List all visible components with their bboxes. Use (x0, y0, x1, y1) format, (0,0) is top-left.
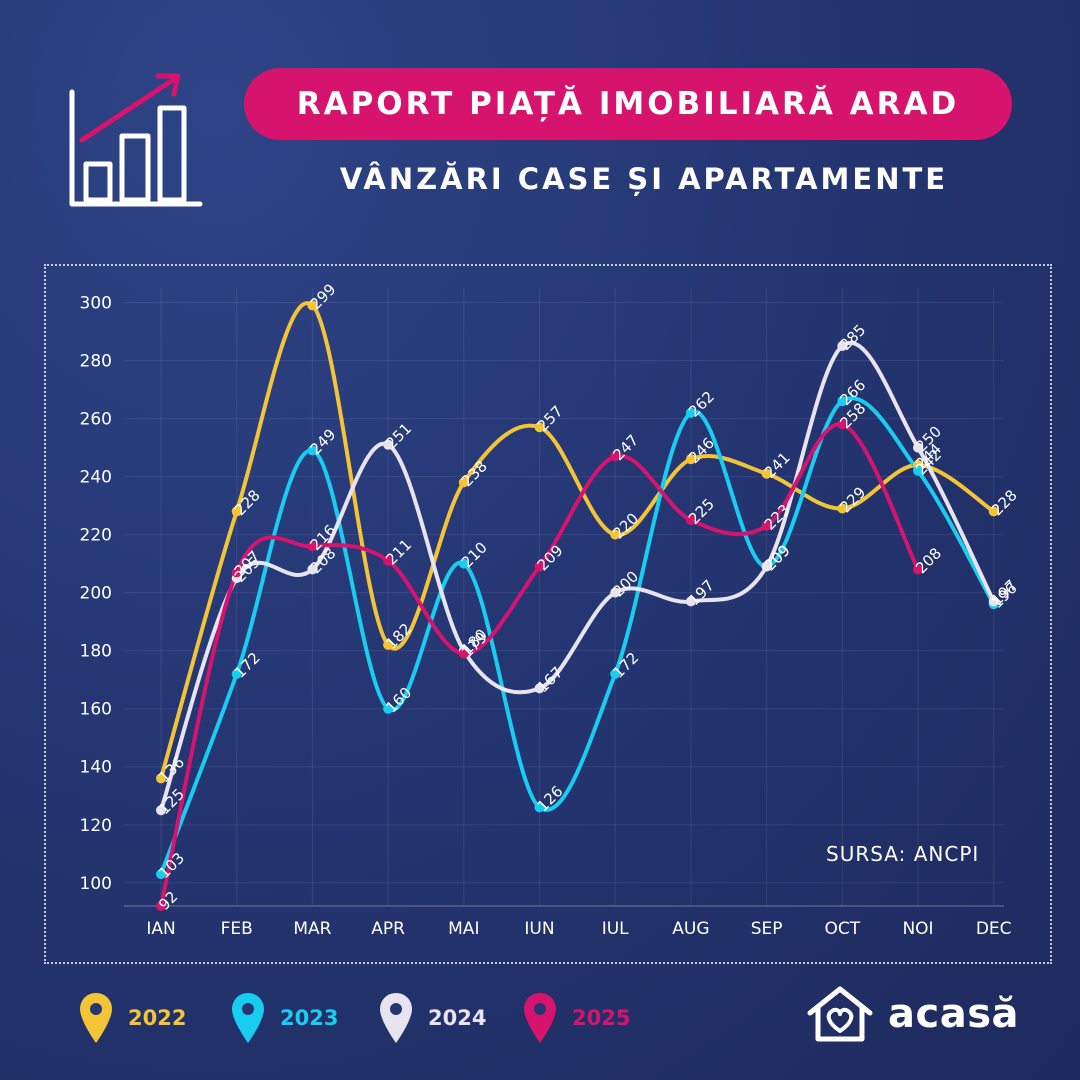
data-point-2025 (383, 555, 394, 566)
data-point-2024 (913, 442, 923, 453)
data-point-2024 (156, 805, 166, 816)
data-point-2023 (458, 558, 469, 569)
data-point-2025 (610, 451, 621, 462)
map-pin-icon (524, 993, 556, 1043)
data-point-2023 (534, 802, 545, 813)
data-point-2025 (307, 541, 318, 552)
data-point-2025 (913, 564, 923, 575)
data-point-2023 (685, 407, 696, 418)
x-tick-label: AUG (672, 919, 709, 939)
legend-item-2022: 2022 (78, 990, 186, 1046)
y-tick-label: 100 (80, 874, 112, 894)
series-line-2025 (159, 422, 920, 908)
data-point-2025 (156, 901, 166, 911)
data-point-2024 (761, 561, 772, 572)
y-tick-label: 200 (80, 584, 112, 604)
page-title: RAPORT PIAȚĂ IMOBILIARĂ ARAD (244, 68, 1012, 140)
page-subtitle: VÂNZĂRI CASE ȘI APARTAMENTE (339, 162, 949, 196)
legend-item-2023: 2023 (230, 990, 338, 1046)
data-point-2022 (156, 773, 166, 784)
data-point-2025 (534, 561, 545, 572)
data-point-2024 (383, 439, 394, 450)
x-tick-label: DEC (976, 919, 1012, 939)
y-tick-label: 220 (80, 526, 112, 546)
x-tick-label: MAR (293, 919, 331, 939)
data-point-2025 (685, 515, 696, 526)
data-point-2022 (534, 422, 545, 433)
data-point-2023 (383, 703, 394, 714)
data-point-2023 (913, 465, 923, 476)
data-point-2023 (231, 668, 242, 679)
y-tick-label: 120 (80, 816, 112, 836)
brand-name: acasă (888, 991, 1019, 1037)
legend-label: 2023 (280, 1006, 339, 1030)
data-point-2022 (685, 454, 696, 465)
data-point-2022 (307, 300, 318, 311)
x-tick-label: MAI (448, 919, 479, 939)
data-point-2024 (837, 341, 848, 352)
data-point-2022 (761, 468, 772, 479)
data-point-2023 (610, 668, 621, 679)
legend-label: 2022 (128, 1006, 187, 1030)
data-point-2025 (761, 520, 772, 531)
data-point-2023 (156, 869, 166, 880)
map-pin-icon (232, 993, 264, 1043)
x-tick-label: FEB (221, 919, 253, 939)
x-tick-label: IUL (602, 919, 629, 939)
x-tick-label: APR (371, 919, 405, 939)
data-point-2022 (610, 529, 621, 540)
y-tick-label: 300 (80, 294, 112, 314)
legend-item-2024: 2024 (378, 990, 486, 1046)
source-label: SURSA: ANCPI (826, 842, 980, 866)
data-point-2022 (231, 506, 242, 517)
map-pin-icon (380, 993, 412, 1043)
data-point-2024 (685, 596, 696, 607)
series-line-2024 (159, 341, 996, 813)
data-point-2022 (383, 639, 394, 650)
bar-chart-growth-icon (69, 73, 203, 207)
x-tick-label: OCT (824, 919, 860, 939)
data-point-2024 (534, 683, 545, 694)
chart-frame: 100 120 140 160 180 200 220 240 260 280 300 IAN FEB M… (44, 264, 1052, 964)
data-point-2024 (610, 587, 621, 598)
series-line-2022 (159, 301, 996, 781)
x-tick-label: NOI (902, 919, 933, 939)
x-tick-label: IUN (524, 919, 554, 939)
series-line-2023 (159, 396, 996, 877)
y-tick-label: 140 (80, 758, 112, 778)
map-pin-icon (80, 993, 112, 1043)
legend-label: 2024 (428, 1006, 487, 1030)
data-point-2022 (988, 506, 999, 517)
data-point-2024 (988, 596, 999, 607)
data-point-2022 (458, 477, 469, 488)
data-point-2022 (837, 503, 848, 514)
data-point-2024 (307, 564, 318, 575)
data-point-2025 (837, 419, 848, 430)
x-tick-label: SEP (751, 919, 783, 939)
y-tick-label: 240 (80, 468, 112, 488)
data-point-2025 (458, 648, 469, 659)
y-tick-label: 280 (80, 352, 112, 372)
legend-item-2025: 2025 (522, 990, 630, 1046)
data-point-2025 (231, 567, 242, 578)
y-tick-label: 260 (80, 410, 112, 430)
legend-label: 2025 (572, 1006, 631, 1030)
x-tick-label: IAN (146, 919, 175, 939)
data-point-2023 (307, 445, 318, 456)
house-heart-icon (807, 986, 873, 1042)
data-point-2023 (837, 396, 848, 407)
y-tick-label: 160 (80, 700, 112, 720)
brand-logo: acasă (806, 984, 1019, 1044)
line-chart: 100 120 140 160 180 200 220 240 260 280 300 IAN FEB M… (80, 280, 1021, 939)
y-tick-label: 180 (80, 642, 112, 662)
